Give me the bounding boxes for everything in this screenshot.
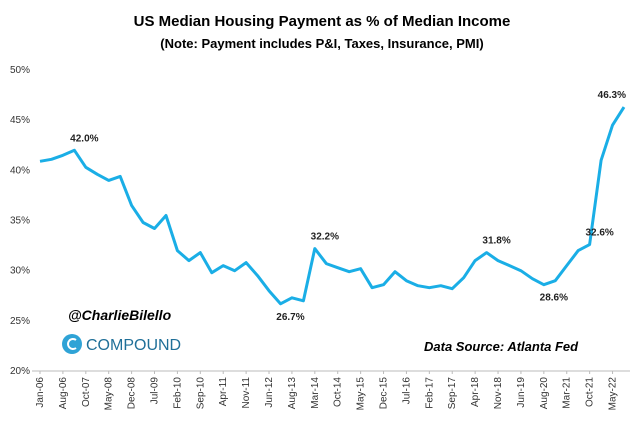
x-tick-label: Nov-18: [493, 377, 504, 410]
x-tick-label: Feb-17: [424, 377, 435, 409]
data-label: 42.0%: [70, 133, 98, 144]
x-tick-label: Apr-18: [470, 377, 481, 407]
data-label: 46.3%: [598, 90, 626, 101]
handle: @CharlieBilello: [68, 307, 172, 323]
x-tick-label: Jan-06: [35, 377, 46, 408]
data-label: 26.7%: [276, 312, 304, 323]
x-tick-label: Oct-21: [585, 377, 596, 407]
x-tick-label: Dec-08: [127, 377, 138, 410]
x-tick-label: Feb-10: [172, 377, 183, 409]
data-label: 32.2%: [311, 232, 339, 243]
x-tick-label: May-22: [608, 377, 619, 411]
x-tick-label: Jul-16: [401, 377, 412, 405]
y-tick-label: 35%: [10, 216, 30, 227]
x-tick-label: Mar-21: [562, 377, 573, 409]
y-tick-label: 45%: [10, 115, 30, 126]
x-tick-label: Aug-20: [539, 377, 550, 410]
x-tick-label: Jun-19: [516, 377, 527, 408]
x-tick-label: Apr-11: [218, 377, 229, 407]
x-tick-label: Mar-14: [310, 377, 321, 409]
data-label: 32.6%: [585, 228, 613, 239]
y-tick-label: 50%: [10, 65, 30, 76]
x-tick-label: Nov-11: [241, 377, 252, 409]
y-tick-label: 20%: [10, 366, 30, 377]
x-tick-label: Jun-12: [264, 377, 275, 408]
chart-title: US Median Housing Payment as % of Median…: [134, 13, 511, 30]
source: Data Source: Atlanta Fed: [424, 339, 579, 354]
x-tick-label: May-15: [356, 377, 367, 411]
data-label: 31.8%: [482, 236, 510, 247]
x-tick-label: Aug-06: [58, 377, 69, 410]
x-tick-label: Oct-14: [333, 377, 344, 407]
x-tick-label: Dec-15: [379, 377, 390, 410]
x-tick-label: Jul-09: [150, 377, 161, 405]
data-label: 28.6%: [540, 293, 568, 304]
x-tick-label: Oct-07: [81, 377, 92, 407]
chart-subtitle: (Note: Payment includes P&I, Taxes, Insu…: [160, 36, 483, 51]
logo-text: COMPOUND: [86, 337, 181, 354]
x-tick-label: Aug-13: [287, 377, 298, 410]
x-tick-label: Sep-17: [447, 377, 458, 410]
data-line: [39, 106, 626, 306]
y-tick-label: 30%: [10, 266, 30, 277]
x-tick-label: May-08: [104, 377, 115, 411]
y-tick-label: 40%: [10, 165, 30, 176]
y-tick-label: 25%: [10, 316, 30, 327]
logo-icon: [62, 334, 82, 354]
x-tick-label: Sep-10: [195, 377, 206, 410]
